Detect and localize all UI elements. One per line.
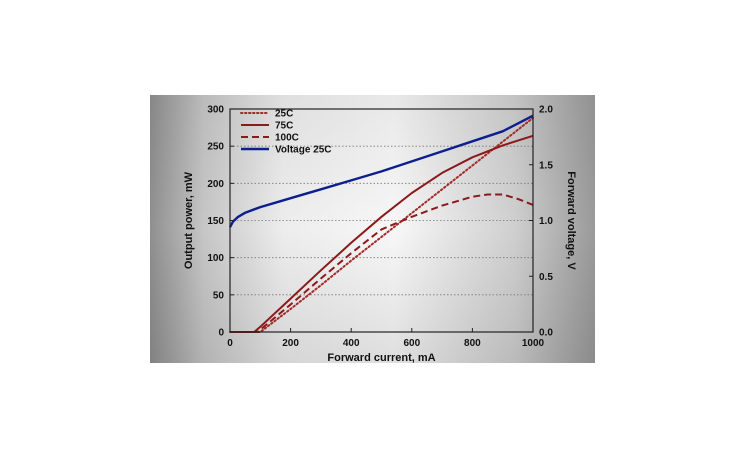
y-tick-label: 200 (207, 179, 224, 190)
x-tick-label: 200 (282, 338, 299, 349)
x-tick-label: 1000 (522, 338, 545, 349)
y-tick-label: 50 (213, 290, 225, 301)
x-axis-title: Forward current, mA (327, 352, 435, 364)
chart-background-shade (150, 95, 595, 363)
y-tick-label: 0 (218, 328, 224, 339)
series-line-0 (229, 116, 534, 333)
x-tick-label: 400 (343, 338, 360, 349)
legend-label: 25C (275, 109, 293, 120)
y-tick-label: 300 (207, 105, 224, 116)
y2-tick-label: 0.0 (539, 328, 553, 339)
x-tick-label: 0 (227, 338, 233, 349)
series-line-3 (228, 114, 534, 228)
legend-label: Voltage 25C (275, 145, 332, 156)
y2-tick-label: 1.0 (539, 216, 553, 227)
legend-label: 100C (275, 133, 299, 144)
series-line-2 (230, 193, 534, 333)
y-tick-label: 250 (207, 142, 224, 153)
y2-tick-label: 0.5 (539, 272, 553, 283)
series-group (228, 114, 534, 333)
x-tick-label: 600 (403, 338, 420, 349)
y-tick-label: 100 (207, 253, 224, 264)
y2-axis-title: Forward voltage, V (565, 171, 577, 270)
legend-label: 75C (275, 121, 293, 132)
x-tick-label: 800 (464, 338, 481, 349)
y-tick-label: 150 (207, 216, 224, 227)
y-axis-title: Output power, mW (183, 171, 195, 269)
y2-tick-label: 2.0 (539, 105, 553, 116)
series-line-1 (230, 134, 534, 333)
y2-tick-label: 1.5 (539, 160, 553, 171)
tick-labels: 0 200 400 600 800 1000 0 50 100 150 200 250 300 0.0 0.… (207, 105, 553, 350)
axes (229, 108, 534, 333)
